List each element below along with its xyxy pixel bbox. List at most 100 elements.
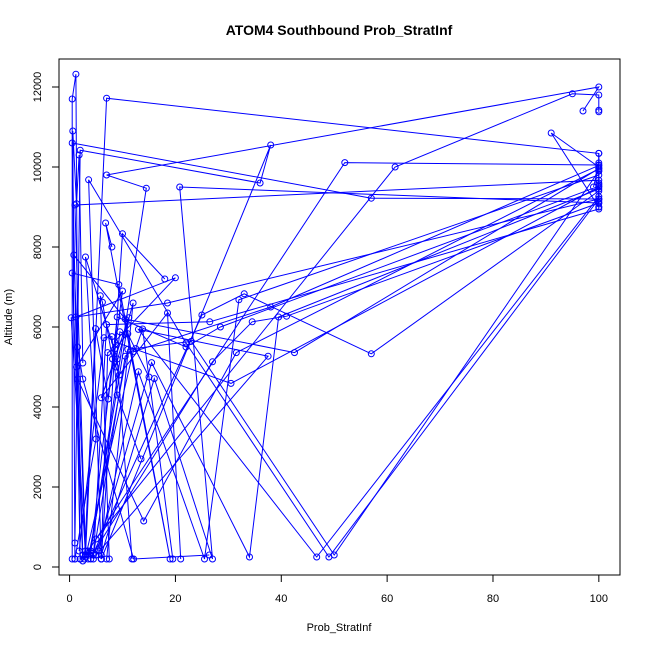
data-point [75,547,83,555]
data-point [595,91,603,99]
x-axis: 0 20 40 60 80 100 [67,574,608,605]
y-tick-label: 12000 [32,72,44,103]
data-point [246,553,253,561]
data-point [330,551,338,559]
data-point [68,269,76,277]
data-point [134,368,142,376]
series-line [100,332,150,560]
data-point [148,359,156,367]
data-point [109,355,116,363]
data-point [176,183,184,191]
data-point [119,287,126,295]
data-point [198,311,206,319]
y-tick-label: 2000 [32,475,44,499]
data-point [391,163,399,171]
data-point [85,176,93,184]
data-point [240,290,248,298]
data-point [182,343,190,351]
series-line [76,290,123,560]
data-point [209,555,216,563]
data-point [164,309,171,317]
data-point [113,391,121,399]
data-point [103,171,111,179]
data-point [367,350,375,358]
data-point [68,139,76,147]
data-point [264,352,272,360]
data-point [248,318,256,326]
y-tick-label: 8000 [32,235,44,259]
data-point [89,555,97,563]
data-point [82,551,89,559]
data-point [595,181,603,189]
x-tick-label: 60 [381,593,393,605]
data-point [341,159,349,167]
data-point [209,358,216,366]
series-line [92,201,600,560]
series-line [95,196,600,558]
series-line [73,168,600,552]
series-line [95,93,600,540]
data-point [79,359,87,367]
data-point [68,95,76,103]
data-point [104,395,112,403]
series-line [90,185,599,554]
data-point [76,146,84,154]
data-point [108,243,116,251]
data-point [595,149,603,157]
data-point [140,517,148,525]
data-point [166,555,174,563]
data-point [80,555,88,563]
data-point [206,318,214,326]
data-point [75,151,83,159]
series-line [88,179,600,560]
series-line [98,174,599,560]
series-line [74,256,133,560]
data-point [595,83,603,91]
x-axis-label: Prob_StratInf [307,622,373,634]
data-point [169,555,177,563]
data-point [71,555,79,563]
series-line [74,132,600,556]
data-point [137,455,145,463]
data-point [232,349,240,357]
series-line [71,142,600,560]
data-point [164,299,171,307]
data-point [139,325,147,333]
data-point [92,435,100,443]
y-tick-label: 6000 [32,315,44,339]
x-tick-label: 0 [67,593,73,605]
data-point [201,555,208,563]
data-point [104,349,112,357]
data-point [579,107,587,115]
data-point [89,551,97,559]
data-point [103,555,111,563]
data-point [132,345,140,353]
data-point [71,201,79,209]
data-point [98,298,106,306]
data-point [121,352,129,360]
y-axis-label: Altitude (m) [3,289,15,345]
data-point [568,90,576,98]
data-point [128,555,136,563]
data-point [96,292,104,300]
data-point [595,165,603,173]
data-point [145,373,153,381]
data-point [115,281,123,289]
data-point [547,129,555,137]
y-tick-label: 0 [32,564,44,570]
series-line [100,186,599,560]
data-point [100,334,108,342]
series-line [89,311,182,560]
series-line [95,188,599,559]
x-tick-label: 40 [275,593,287,605]
series-line [92,202,599,554]
data-point [92,325,99,333]
data-point [76,555,84,563]
data-point [105,555,113,563]
data-point [73,200,80,208]
data-point [142,184,150,192]
data-point [177,555,185,563]
series-line [90,86,600,552]
chart-title: ATOM4 Southbound Prob_StratInf [226,22,453,38]
